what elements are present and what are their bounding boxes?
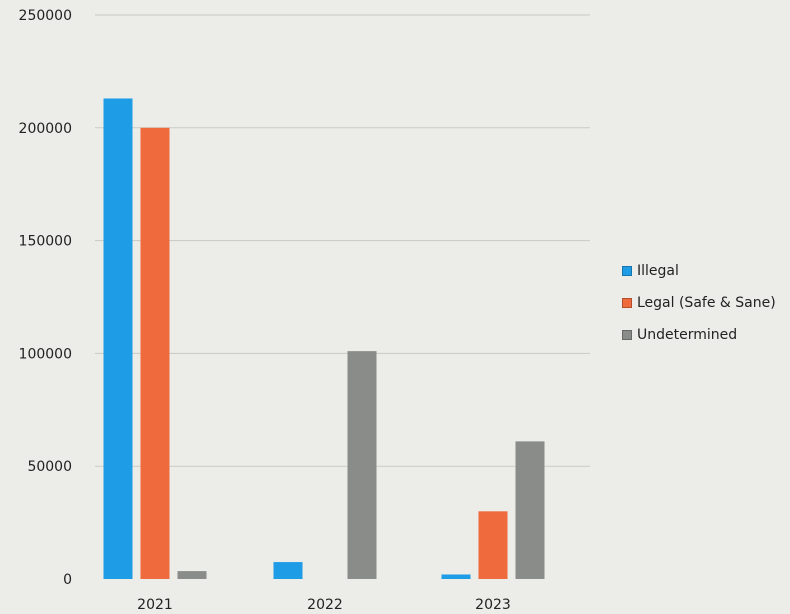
y-tick-label: 50000	[27, 459, 72, 475]
x-tick-label: 2021	[137, 597, 173, 613]
bar-undetermined-2022[interactable]	[347, 351, 377, 579]
bar-illegal-2021[interactable]	[103, 98, 133, 580]
bar-undetermined-2021[interactable]	[177, 571, 207, 579]
x-tick-label: 2023	[475, 597, 511, 613]
y-tick-label: 100000	[19, 346, 72, 362]
y-tick-label: 0	[63, 572, 72, 588]
bar-illegal-2023[interactable]	[441, 574, 471, 579]
legend-label-undetermined: Undetermined	[637, 327, 738, 343]
bar-illegal-2022[interactable]	[273, 562, 303, 579]
gridlines	[95, 14, 590, 467]
legend-swatch-illegal	[622, 266, 632, 276]
legend-label-legal: Legal (Safe & Sane)	[637, 295, 776, 311]
x-axis-ticks: 2021 2022 2023	[137, 597, 511, 613]
bar-legal-safe-sane-2023[interactable]	[478, 511, 508, 579]
bar-undetermined-2023[interactable]	[515, 441, 545, 579]
y-tick-label: 200000	[19, 121, 72, 137]
legend-item-undetermined[interactable]: Undetermined	[622, 326, 776, 344]
x-tick-label: 2022	[307, 597, 343, 613]
y-axis-ticks: 0 50000 100000 150000 200000 250000	[19, 8, 72, 588]
legend-swatch-undetermined	[622, 330, 632, 340]
y-tick-label: 250000	[19, 8, 72, 24]
legend-item-legal[interactable]: Legal (Safe & Sane)	[622, 294, 776, 312]
bar-legal-safe-sane-2021[interactable]	[140, 127, 170, 580]
bars	[103, 98, 545, 580]
legend: Illegal Legal (Safe & Sane) Undetermined	[622, 262, 776, 358]
legend-item-illegal[interactable]: Illegal	[622, 262, 776, 280]
y-tick-label: 150000	[19, 234, 72, 250]
legend-label-illegal: Illegal	[637, 263, 679, 279]
legend-swatch-legal	[622, 298, 632, 308]
